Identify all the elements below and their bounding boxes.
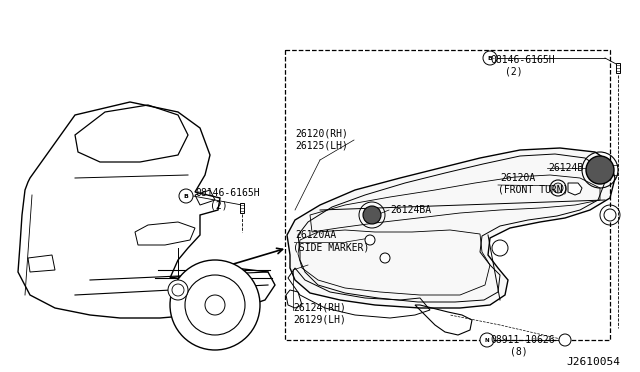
Circle shape	[492, 240, 508, 256]
Circle shape	[363, 206, 381, 224]
Text: (2): (2)	[505, 67, 523, 77]
Text: 26125(LH): 26125(LH)	[295, 140, 348, 150]
Text: 26124(RH): 26124(RH)	[293, 303, 346, 313]
Circle shape	[168, 280, 188, 300]
Bar	[240, 203, 244, 213]
Bar	[285, 50, 610, 340]
Polygon shape	[287, 148, 615, 308]
Text: 26124BA: 26124BA	[390, 205, 431, 215]
Text: (FRONT TURN): (FRONT TURN)	[498, 185, 568, 195]
Text: 08146-6165H: 08146-6165H	[490, 55, 555, 65]
Circle shape	[586, 156, 614, 184]
Text: (8): (8)	[510, 347, 527, 357]
Text: 26129(LH): 26129(LH)	[293, 315, 346, 325]
Circle shape	[483, 51, 497, 65]
Text: 26120(RH): 26120(RH)	[295, 128, 348, 138]
Text: 26120AA: 26120AA	[295, 230, 336, 240]
Text: B: B	[184, 193, 188, 199]
Circle shape	[185, 275, 245, 335]
Text: B: B	[488, 55, 492, 61]
Text: 08146-6165H: 08146-6165H	[195, 188, 260, 198]
Circle shape	[172, 284, 184, 296]
Text: 08911-10626: 08911-10626	[490, 335, 555, 345]
Circle shape	[604, 209, 616, 221]
Text: J2610054: J2610054	[566, 357, 620, 367]
Bar	[616, 63, 620, 73]
Circle shape	[380, 253, 390, 263]
Polygon shape	[568, 183, 582, 195]
Text: 26124B: 26124B	[548, 163, 583, 173]
Text: N: N	[484, 337, 490, 343]
Circle shape	[205, 295, 225, 315]
Circle shape	[550, 180, 566, 196]
Circle shape	[553, 183, 563, 193]
Circle shape	[179, 189, 193, 203]
Text: (2): (2)	[210, 200, 228, 210]
Text: 26120A: 26120A	[500, 173, 535, 183]
Circle shape	[480, 333, 494, 347]
Text: (SIDE MARKER): (SIDE MARKER)	[293, 243, 369, 253]
Circle shape	[170, 260, 260, 350]
Circle shape	[365, 235, 375, 245]
Circle shape	[559, 334, 571, 346]
